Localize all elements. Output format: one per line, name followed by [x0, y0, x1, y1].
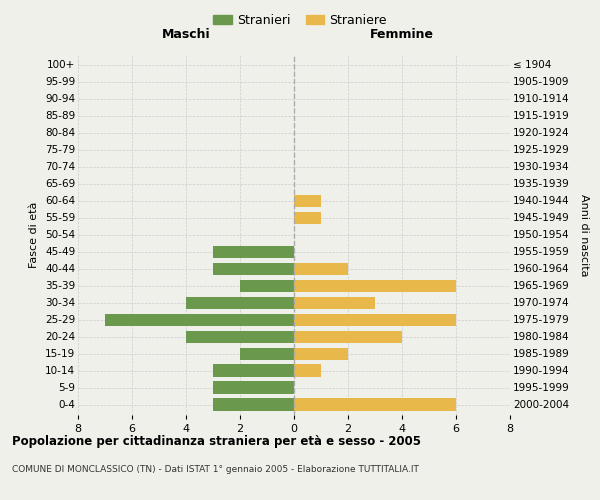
Text: Maschi: Maschi	[161, 28, 211, 40]
Bar	[213, 398, 294, 411]
Bar	[294, 398, 456, 411]
Bar	[294, 348, 348, 360]
Bar	[213, 262, 294, 276]
Bar	[213, 382, 294, 394]
Legend: Stranieri, Straniere: Stranieri, Straniere	[208, 8, 392, 32]
Bar	[240, 280, 294, 292]
Bar	[294, 280, 456, 292]
Text: Femmine: Femmine	[370, 28, 434, 40]
Bar	[294, 314, 456, 326]
Bar	[294, 194, 321, 207]
Y-axis label: Fasce di età: Fasce di età	[29, 202, 40, 268]
Bar	[294, 330, 402, 344]
Bar	[213, 364, 294, 377]
Y-axis label: Anni di nascita: Anni di nascita	[579, 194, 589, 276]
Bar	[240, 348, 294, 360]
Bar	[294, 364, 321, 377]
Bar	[294, 212, 321, 224]
Bar	[294, 262, 348, 276]
Bar	[186, 296, 294, 310]
Text: Popolazione per cittadinanza straniera per età e sesso - 2005: Popolazione per cittadinanza straniera p…	[12, 435, 421, 448]
Bar	[105, 314, 294, 326]
Bar	[186, 330, 294, 344]
Bar	[294, 296, 375, 310]
Bar	[213, 246, 294, 258]
Text: COMUNE DI MONCLASSICO (TN) - Dati ISTAT 1° gennaio 2005 - Elaborazione TUTTITALI: COMUNE DI MONCLASSICO (TN) - Dati ISTAT …	[12, 465, 419, 474]
